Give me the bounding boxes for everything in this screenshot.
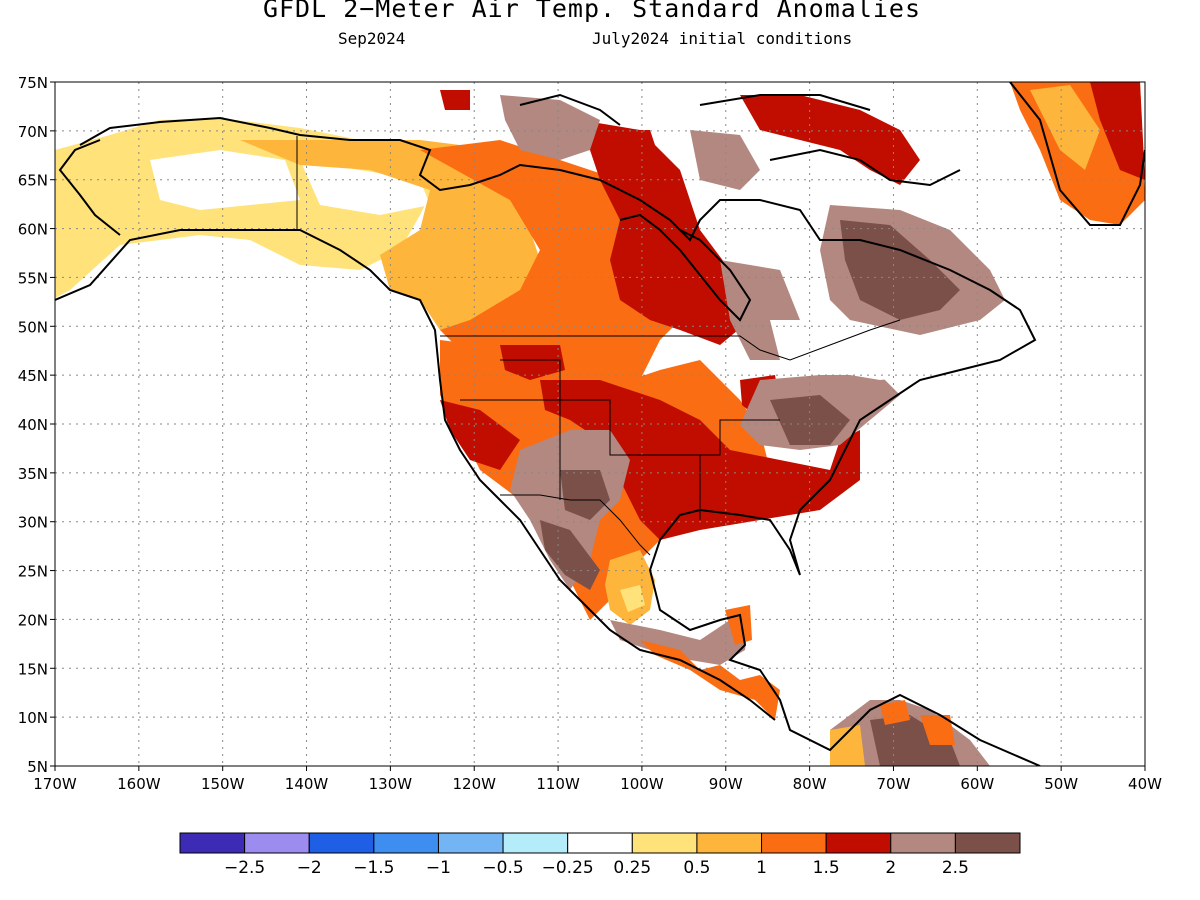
colorbar-labels: −2.5 −2 −1.5 −1 −0.5 −0.25 0.25 0.5 1 1.5 2 2.5 (224, 858, 969, 878)
lat-tick-label: 55N (18, 269, 48, 287)
colorbar-label: 2 (885, 858, 896, 878)
lat-tick-label: 65N (18, 172, 48, 190)
colorbar-swatch (696, 832, 763, 854)
colorbar-label: −0.5 (482, 858, 523, 878)
lat-tick-label: 45N (18, 367, 48, 385)
lat-tick-label: 25N (18, 563, 48, 581)
colorbar-label: −1 (426, 858, 451, 878)
forecast-month: Sep2024 (338, 29, 406, 48)
lon-tick-label: 90W (709, 775, 743, 793)
colorbar-label: 1.5 (813, 858, 840, 878)
lat-tick-label: 5N (27, 758, 48, 776)
colorbar-swatch (179, 832, 246, 854)
lat-tick-label: 40N (18, 416, 48, 434)
colorbar-label: −2 (297, 858, 322, 878)
latitude-axis: 75N 70N 65N 60N 55N 50N 45N 40N 35N 30N 25N 20N 15N 1… (18, 74, 55, 776)
colorbar-swatch (954, 832, 1021, 854)
colorbar-swatch (825, 832, 892, 854)
colorbar-label: −1.5 (353, 858, 394, 878)
lat-tick-label: 70N (18, 123, 48, 141)
colorbar-label: 1 (756, 858, 767, 878)
colorbar-swatch (761, 832, 827, 854)
lat-tick-label: 20N (18, 611, 48, 629)
lon-tick-label: 40W (1128, 775, 1162, 793)
lat-tick-label: 15N (18, 660, 48, 678)
colorbar-label: 2.5 (942, 858, 969, 878)
lon-tick-label: 130W (369, 775, 413, 793)
lon-tick-label: 160W (117, 775, 161, 793)
lon-tick-label: 80W (793, 775, 827, 793)
lat-tick-label: 60N (18, 221, 48, 239)
lat-tick-label: 10N (18, 709, 48, 727)
lat-tick-label: 30N (18, 514, 48, 532)
colorbar-swatch (890, 832, 956, 854)
anomaly-field (55, 82, 1145, 766)
coastlines (55, 82, 1145, 766)
lon-tick-label: 140W (285, 775, 329, 793)
colorbar-swatch (631, 832, 698, 854)
lon-tick-label: 60W (960, 775, 994, 793)
initial-conditions: July2024 initial conditions (592, 29, 853, 48)
lat-tick-label: 35N (18, 465, 48, 483)
longitude-axis: 170W 160W 150W 140W 130W 120W 110W 100W 90W 80W 70… (33, 766, 1162, 793)
lon-tick-label: 120W (452, 775, 496, 793)
colorbar (179, 832, 1021, 854)
lat-tick-label: 75N (18, 74, 48, 92)
colorbar-swatch (567, 832, 633, 854)
lat-tick-label: 50N (18, 318, 48, 336)
colorbar-label: −2.5 (224, 858, 265, 878)
colorbar-label: −0.25 (542, 858, 594, 878)
colorbar-swatch (437, 832, 504, 854)
lon-tick-label: 110W (536, 775, 580, 793)
lon-tick-label: 170W (33, 775, 77, 793)
colorbar-swatch (308, 832, 375, 854)
lon-tick-label: 50W (1044, 775, 1078, 793)
map-title: GFDL 2−Meter Air Temp. Standard Anomalie… (262, 0, 922, 23)
graticule (55, 82, 1145, 766)
lon-tick-label: 70W (877, 775, 911, 793)
colorbar-swatch (244, 832, 310, 854)
lon-tick-label: 150W (201, 775, 245, 793)
colorbar-label: 0.25 (613, 858, 651, 878)
political-borders (296, 136, 901, 556)
colorbar-swatch (502, 832, 569, 854)
lon-tick-label: 100W (620, 775, 664, 793)
colorbar-label: 0.5 (683, 858, 710, 878)
colorbar-swatch (373, 832, 439, 854)
